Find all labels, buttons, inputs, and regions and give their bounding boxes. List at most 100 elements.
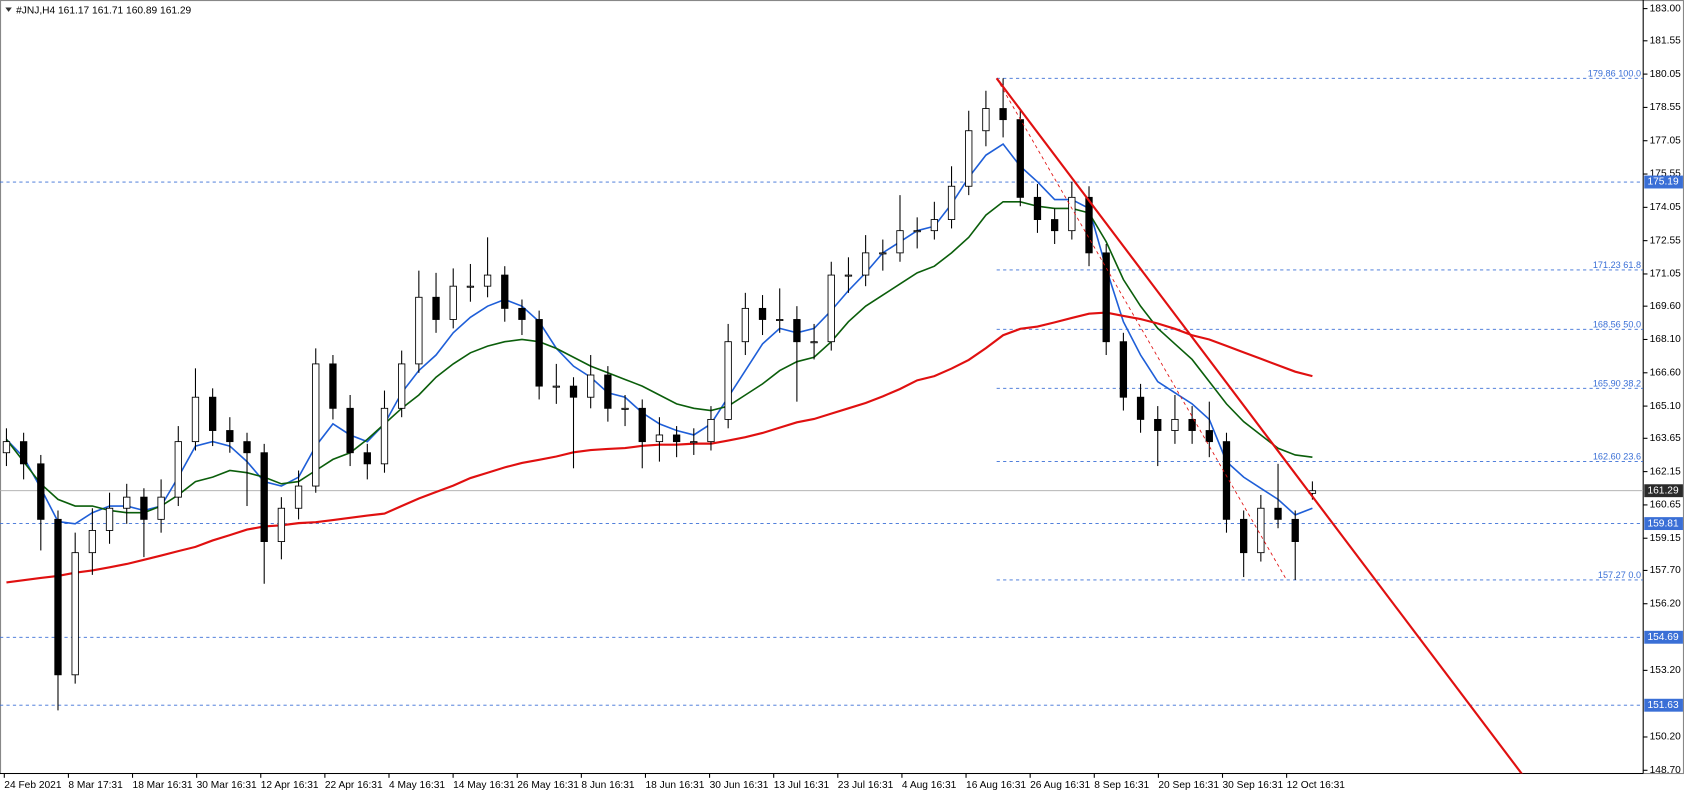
y-tick-label: 175.55 [1650, 169, 1681, 180]
fib-label: 162.60 23.6 [1593, 452, 1641, 462]
candle-body [1016, 119, 1024, 198]
x-tick-label: 8 Sep 16:31 [1094, 780, 1149, 791]
candle-body [2, 441, 11, 454]
candle-body [415, 296, 423, 365]
candle-body [930, 219, 939, 232]
y-tick-label: 168.10 [1650, 334, 1681, 345]
symbol: #JNJ,H4 [16, 5, 55, 16]
candle-body [707, 418, 715, 443]
close: 161.29 [160, 5, 191, 16]
candle-body [896, 230, 904, 254]
candle-body [758, 307, 767, 320]
candle-body [1068, 196, 1076, 232]
x-tick-label: 8 Mar 17:31 [68, 780, 123, 791]
y-tick-label: 171.05 [1650, 269, 1681, 280]
candle-body [37, 463, 45, 520]
y-tick-label: 177.05 [1650, 135, 1681, 146]
candle-body [1050, 219, 1059, 232]
price-tag [1644, 698, 1683, 712]
candle-body [793, 319, 801, 343]
candle-body [1222, 441, 1231, 520]
candle-body [208, 396, 217, 431]
x-tick-label: 18 Jun 16:31 [645, 780, 704, 791]
candle-body [483, 274, 492, 287]
x-tick-label: 30 Mar 16:31 [197, 780, 257, 791]
last-price-tag [1644, 484, 1683, 498]
y-tick-label: 157.70 [1650, 565, 1681, 576]
candle-body [466, 285, 475, 288]
candle-body [1257, 507, 1265, 554]
header: #JNJ,H4 161.17 161.71 160.89 161.29 [16, 5, 191, 16]
y-tick-label: 181.55 [1650, 35, 1681, 46]
candle-body [19, 441, 28, 465]
candle-body [1171, 418, 1179, 431]
x-tick-label: 4 May 16:31 [389, 780, 445, 791]
price-tag-label: 159.81 [1647, 518, 1678, 529]
price-tag-label: 175.19 [1647, 177, 1678, 188]
candle-body [71, 552, 79, 676]
candle-body [604, 374, 612, 409]
candle-body [157, 496, 165, 520]
y-tick-label: 159.15 [1650, 533, 1681, 544]
x-tick-label: 8 Jun 16:31 [581, 780, 635, 791]
candle-body [294, 485, 303, 509]
candle-body [105, 507, 114, 531]
candle-body [380, 407, 389, 465]
candle-body [844, 274, 853, 277]
y-tick-label: 165.10 [1650, 401, 1681, 412]
candle-body [638, 407, 646, 443]
candle-body [1119, 341, 1128, 398]
x-tick-label: 16 Aug 16:31 [966, 780, 1026, 791]
y-tick-label: 166.60 [1650, 367, 1681, 378]
candle-body [243, 441, 251, 454]
candle-body [1085, 196, 1093, 254]
candle-body [312, 363, 320, 487]
candle-body [724, 341, 732, 420]
y-tick-label: 160.65 [1650, 500, 1681, 511]
candle-body [1188, 418, 1196, 431]
open: 161.17 [58, 5, 89, 16]
y-tick-label: 153.20 [1650, 665, 1681, 676]
candle-body [191, 396, 200, 443]
x-tick-label: 26 May 16:31 [517, 780, 579, 791]
x-tick-label: 26 Aug 16:31 [1030, 780, 1090, 791]
fib-label: 179.86 100.0 [1588, 68, 1641, 78]
candle-body [518, 307, 526, 320]
candle-body [226, 430, 234, 443]
candle-body [398, 363, 406, 409]
candle-body [346, 407, 354, 454]
candle-body [1240, 518, 1248, 554]
y-tick-label: 180.05 [1650, 69, 1681, 80]
x-tick-label: 18 Mar 16:31 [133, 780, 193, 791]
fib-label: 157.27 0.0 [1598, 570, 1641, 580]
trendline [995, 77, 1523, 774]
candle-body [982, 108, 990, 132]
fib-label: 171.23 61.8 [1593, 260, 1641, 270]
candle-body [1136, 396, 1145, 420]
y-tick-label: 150.20 [1650, 732, 1681, 743]
y-tick-label: 178.55 [1650, 102, 1681, 113]
candle-body [861, 252, 870, 276]
x-tick-label: 30 Sep 16:31 [1223, 780, 1284, 791]
x-tick-label: 12 Oct 16:31 [1287, 780, 1346, 791]
x-tick-label: 12 Apr 16:31 [261, 780, 319, 791]
candle-body [1291, 518, 1299, 542]
collapse-icon[interactable] [5, 7, 12, 12]
candle-body [965, 130, 973, 187]
fib-label: 168.56 50.0 [1593, 319, 1641, 329]
y-tick-label: 163.65 [1650, 433, 1681, 444]
candle-body [1205, 430, 1213, 443]
x-tick-label: 24 Feb 2021 [4, 780, 62, 791]
x-tick-label: 23 Jul 16:31 [838, 780, 894, 791]
candle-body [140, 496, 148, 520]
candle-body [913, 230, 921, 233]
candle-body [655, 434, 664, 443]
candle-body [329, 363, 337, 409]
last-price-label: 161.29 [1647, 485, 1678, 496]
candle-body [621, 407, 629, 410]
y-tick-label: 172.55 [1650, 235, 1681, 246]
candle-body [672, 434, 681, 443]
candle-body [776, 319, 784, 321]
